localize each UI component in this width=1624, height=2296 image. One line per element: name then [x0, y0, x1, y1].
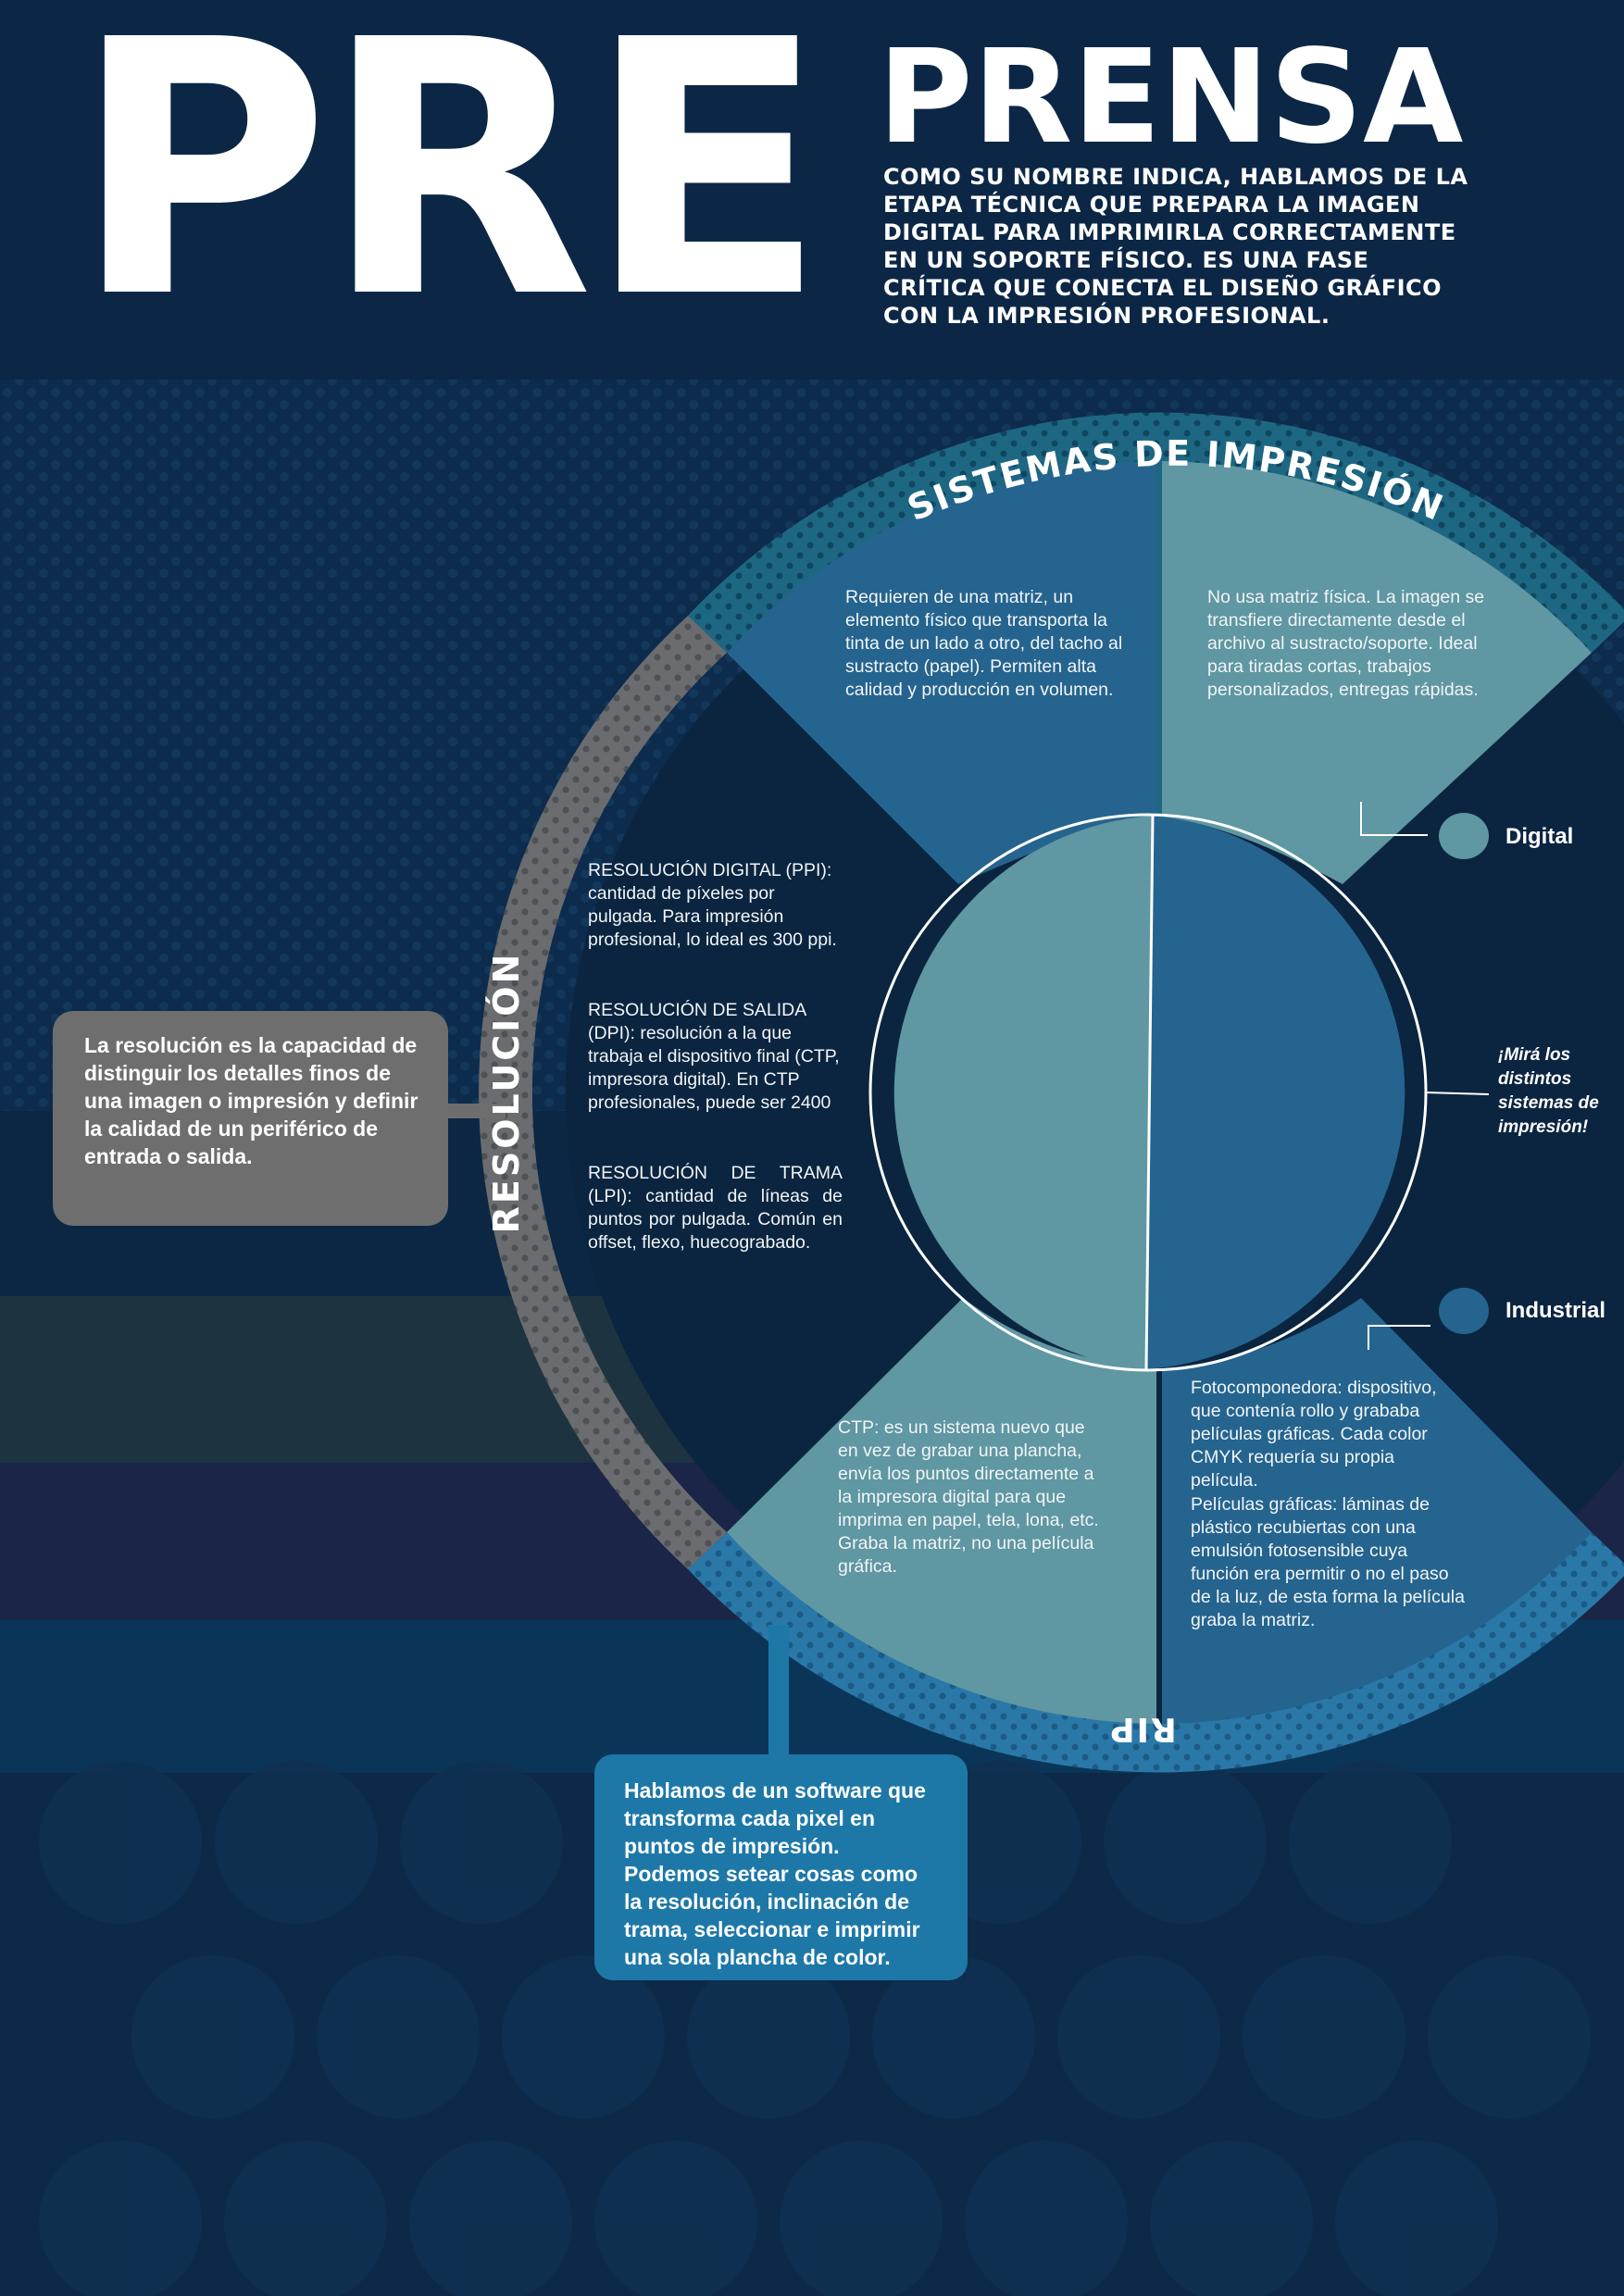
wedge-industrial-top: [727, 461, 1159, 884]
legend-industrial-label: Industrial: [1505, 1298, 1606, 1323]
ring-sistemas: [688, 412, 1624, 653]
resolution-callout: La resolución es la capacidad de disting…: [53, 1011, 448, 1226]
rip-callout: Hablamos de un software que transforma c…: [594, 1754, 968, 1980]
connector-hint: [1425, 1092, 1490, 1095]
wedge-digital-bottom: [727, 1298, 1159, 1724]
legend-industrial-dot: [1439, 1288, 1489, 1334]
resolution-ppi: RESOLUCIÓN DIGITAL (PPI): cantidad de pí…: [588, 860, 837, 950]
hint-text: ¡Mirá los distintos sistemas de impresió…: [1498, 1045, 1599, 1137]
connector-industrial: [1368, 1325, 1430, 1350]
ring-rip: [688, 1532, 1624, 1773]
industrial-description: Requieren de una matriz, un elemento fís…: [845, 587, 1123, 700]
wedge-industrial-bottom: [1159, 1298, 1592, 1724]
legend-digital-label: Digital: [1505, 824, 1574, 849]
connector-rip: [768, 1625, 789, 1759]
fotocomponedora-description: Fotocomponedora: dispositivo, que conten…: [1191, 1378, 1437, 1491]
legend-digital-dot: [1439, 813, 1489, 859]
digital-description: No usa matriz física. La imagen se trans…: [1207, 587, 1485, 700]
title-pre: PRE: [72, 0, 827, 375]
wedge-digital-top: [1159, 461, 1592, 884]
resolution-dpi: RESOLUCIÓN DE SALIDA (DPI): resolución a…: [588, 1000, 840, 1113]
connector-resolution: [443, 1104, 506, 1118]
center-left-half: [893, 816, 1153, 1369]
ring-label-resolucion: RESOLUCIÓN: [486, 952, 527, 1234]
title-prensa: PRENSA: [878, 22, 1464, 173]
center-right-half: [1146, 816, 1405, 1369]
ctp-description: CTP: es un sistema nuevo que en vez de g…: [838, 1417, 1099, 1577]
resolution-lpi: RESOLUCIÓN DE TRAMA (LPI): cantidad de l…: [588, 1163, 843, 1253]
connector-digital: [1360, 802, 1428, 836]
ring-resolucion: [479, 616, 727, 1569]
intro-text: Como su nombre indica, hablamos de la et…: [883, 164, 1468, 329]
peliculas-description: Películas gráficas: láminas de plástico …: [1191, 1494, 1465, 1630]
ring-label-rip: RIP: [1108, 1710, 1177, 1748]
